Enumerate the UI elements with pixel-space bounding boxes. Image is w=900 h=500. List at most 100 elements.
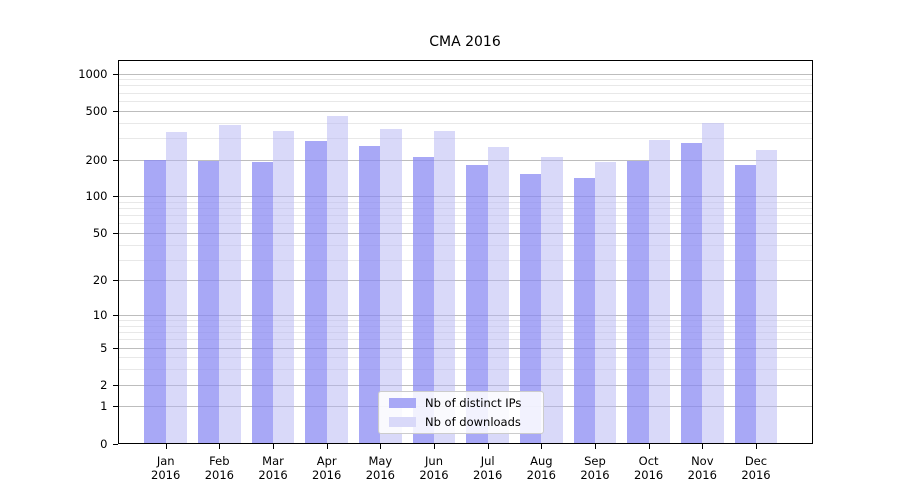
y-gridline-minor [117,357,813,359]
x-tick-mark [648,443,650,449]
y-gridline-minor [117,92,813,94]
y-tick-label: 100 [85,189,108,204]
bar-nb-of-downloads-dec [755,150,778,444]
y-gridline-major [117,280,813,282]
y-gridline-minor [117,122,813,124]
legend-item: Nb of downloads [389,415,533,429]
x-tick-label-nov: Nov 2016 [687,453,717,483]
y-gridline-minor [117,325,813,327]
y-tick-mark [112,232,118,234]
x-tick-mark [380,443,382,449]
x-tick-label-jul: Jul 2016 [473,453,503,483]
bar-nb-of-distinct-ips-nov [680,142,703,444]
bar-nb-of-downloads-nov [702,122,724,444]
y-gridline-minor [117,339,813,341]
legend-swatch [389,398,416,408]
bar-nb-of-distinct-ips-jun [412,157,434,444]
x-tick-label-dec: Dec 2016 [741,453,771,483]
plot-spine [117,59,813,61]
bar-nb-of-distinct-ips-may [358,145,381,444]
y-tick-label: 20 [92,273,108,288]
x-tick-label-sep: Sep 2016 [580,453,610,483]
y-gridline-minor [117,208,813,210]
y-gridline-major [117,159,813,161]
y-tick-label: 0 [100,436,108,451]
x-tick-label-oct: Oct 2016 [633,453,664,483]
legend-label: Nb of distinct IPs [425,396,522,410]
legend-swatch [389,417,416,427]
x-tick-mark [165,443,167,449]
y-gridline-minor [117,79,813,81]
x-tick-mark [434,443,435,449]
y-gridline-major [117,384,813,386]
y-tick-label: 200 [85,152,108,167]
bar-nb-of-downloads-jun [434,130,456,444]
x-tick-label-mar: Mar 2016 [258,453,288,483]
bar-nb-of-downloads-oct [648,139,671,444]
y-gridline-major [117,73,813,75]
y-tick-label: 1 [100,399,108,414]
y-gridline-major [117,315,813,317]
bar-nb-of-distinct-ips-dec [734,165,756,444]
x-tick-mark [755,443,757,449]
y-tick-label: 500 [85,103,108,118]
x-tick-label-aug: Aug 2016 [526,453,556,483]
x-tick-mark [594,443,596,449]
x-tick-label-jan: Jan 2016 [151,453,181,483]
plot-area [117,59,813,444]
x-tick-mark [326,443,328,449]
plot-spine [117,59,119,444]
bar-nb-of-downloads-aug [541,156,563,444]
x-tick-label-may: May 2016 [365,453,395,483]
y-gridline-major [117,110,813,112]
y-tick-mark [112,406,118,408]
bar-nb-of-distinct-ips-mar [251,162,273,444]
legend-label: Nb of downloads [425,415,521,429]
bar-nb-of-distinct-ips-jan [144,159,166,444]
bar-nb-of-downloads-sep [594,162,617,444]
y-tick-mark [112,280,118,282]
bar-nb-of-distinct-ips-jul [466,164,488,444]
y-gridline-minor [117,332,813,334]
bar-nb-of-downloads-feb [219,125,241,444]
y-tick-mark [112,347,118,349]
bar-nb-of-downloads-apr [326,116,349,444]
y-tick-mark [112,443,118,445]
plot-spine [811,59,813,444]
x-tick-label-feb: Feb 2016 [204,453,234,483]
bar-nb-of-downloads-jan [165,131,188,444]
chart-title: CMA 2016 [429,34,501,50]
legend: Nb of distinct IPs Nb of downloads [378,391,544,434]
y-tick-mark [112,196,118,198]
legend-item: Nb of distinct IPs [389,396,533,410]
bar-nb-of-distinct-ips-sep [573,178,595,444]
y-gridline-minor [117,320,813,322]
bar-nb-of-downloads-jul [487,146,510,444]
bar-nb-of-downloads-may [380,128,402,444]
x-tick-label-apr: Apr 2016 [312,453,342,483]
bar-nb-of-distinct-ips-aug [519,174,542,444]
y-tick-label: 10 [92,308,108,323]
x-tick-mark [273,443,275,449]
y-gridline-major [117,232,813,234]
y-gridline-minor [117,259,813,261]
bar-nb-of-distinct-ips-apr [305,140,327,444]
y-gridline-minor [117,137,813,139]
y-gridline-minor [117,85,813,87]
x-tick-mark [487,443,489,449]
y-tick-mark [112,315,118,317]
x-tick-mark [219,443,221,449]
x-tick-mark [702,443,704,449]
y-gridline-major [117,196,813,198]
y-gridline-major [117,347,813,349]
y-tick-mark [112,384,118,386]
y-tick-label: 2 [100,377,108,392]
y-gridline-minor [117,100,813,102]
y-tick-mark [112,110,118,112]
y-tick-label: 1000 [78,66,108,81]
plot-spine [117,442,813,444]
y-tick-mark [112,73,118,75]
y-gridline-minor [117,369,813,371]
bar-nb-of-distinct-ips-oct [627,161,649,444]
